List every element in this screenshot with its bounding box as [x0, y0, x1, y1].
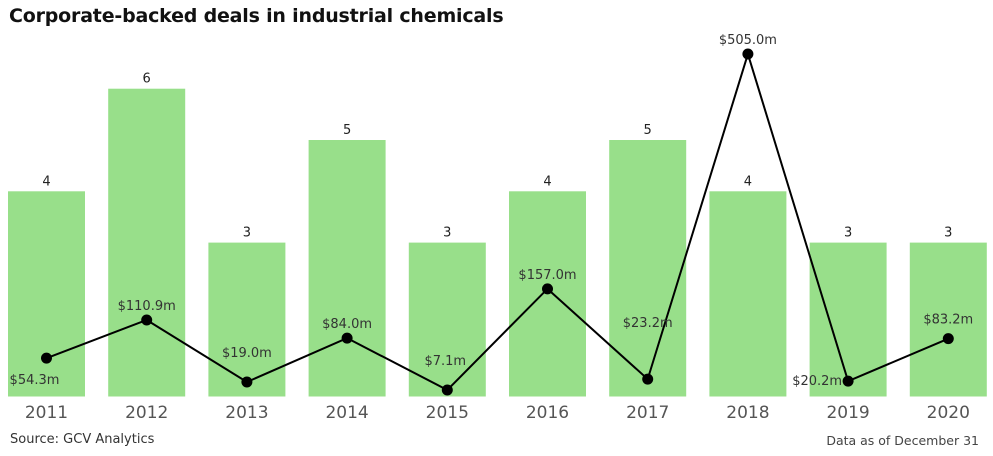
bar-2012	[108, 88, 186, 397]
x-tick-2020: 2020	[927, 403, 970, 423]
value-point-2013	[241, 376, 253, 388]
value-point-2017	[642, 373, 654, 385]
value-point-2011	[41, 352, 52, 364]
value-point-2018	[742, 48, 754, 60]
value-point-2015	[441, 384, 453, 396]
x-tick-2013: 2013	[225, 403, 268, 423]
x-tick-2011: 2011	[25, 403, 68, 423]
bar-label-2019: 3	[844, 226, 852, 241]
value-label-2018: $505.0m	[719, 33, 777, 48]
bar-2011	[8, 191, 85, 397]
source-note: Source: GCV Analytics	[10, 432, 155, 447]
data-date-note: Data as of December 31	[826, 433, 979, 448]
chart-title: Corporate-backed deals in industrial che…	[9, 5, 504, 27]
bar-2014	[308, 140, 386, 397]
value-label-2019: $20.2m	[792, 374, 842, 389]
x-tick-2012: 2012	[125, 403, 168, 423]
bar-2013	[208, 242, 286, 397]
bar-label-2020: 3	[944, 226, 952, 241]
bar-label-2016: 4	[543, 174, 551, 189]
bar-2020	[909, 242, 987, 397]
x-tick-2014: 2014	[325, 403, 368, 423]
bar-label-2011: 4	[42, 174, 50, 189]
value-label-2016: $157.0m	[518, 268, 576, 283]
value-label-2015: $7.1m	[424, 354, 466, 369]
bar-label-2012: 6	[143, 72, 151, 87]
value-label-2017: $23.2m	[623, 316, 673, 331]
value-label-2020: $83.2m	[923, 313, 973, 328]
value-label-2012: $110.9m	[118, 299, 176, 314]
x-tick-2019: 2019	[826, 403, 869, 423]
bar-2018	[709, 191, 787, 397]
value-point-2016	[542, 283, 553, 295]
bar-label-2014: 5	[343, 123, 351, 138]
value-label-2011: $54.3m	[10, 373, 60, 388]
x-tick-2015: 2015	[426, 403, 469, 423]
x-tick-2018: 2018	[726, 403, 769, 423]
value-label-2014: $84.0m	[322, 317, 372, 332]
value-point-2020	[942, 333, 954, 345]
bar-label-2015: 3	[443, 226, 451, 241]
value-point-2014	[341, 332, 353, 344]
bar-label-2018: 4	[744, 174, 752, 189]
bar-label-2017: 5	[644, 123, 652, 138]
bar-label-2013: 3	[243, 226, 251, 241]
value-point-2019	[842, 375, 854, 387]
bar-2017	[609, 140, 687, 397]
x-tick-2017: 2017	[626, 403, 669, 423]
value-label-2013: $19.0m	[222, 346, 272, 361]
value-line	[46, 50, 949, 392]
bar-2015	[408, 242, 486, 397]
x-tick-2016: 2016	[526, 403, 569, 423]
value-point-2012	[141, 314, 153, 326]
